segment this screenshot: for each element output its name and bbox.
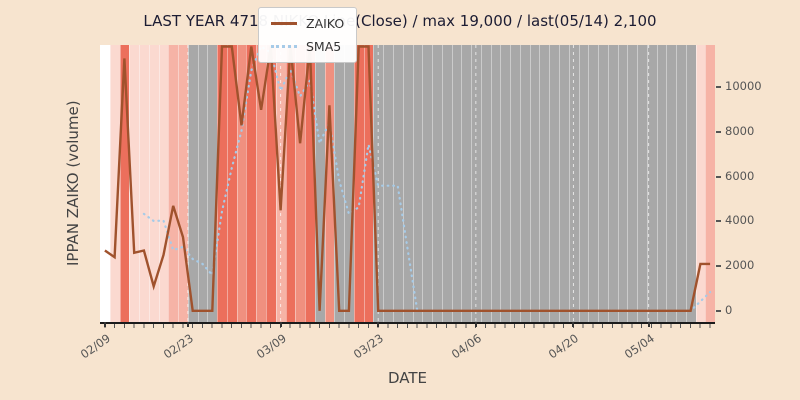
y-tick-label: 2000 (725, 258, 755, 273)
day-band (519, 45, 530, 322)
bands (100, 45, 715, 322)
day-band (646, 45, 657, 322)
day-band (451, 45, 462, 322)
y-tick-label: 4000 (725, 213, 755, 228)
day-band (168, 45, 179, 322)
y-axis-label: IPPAN ZAIKO (volume) (64, 100, 82, 267)
day-band (558, 45, 569, 322)
y-tick-label: 10000 (725, 79, 762, 94)
day-band (637, 45, 647, 322)
day-band (139, 45, 149, 322)
day-band (510, 45, 520, 322)
y-tick-label: 8000 (725, 124, 755, 139)
day-band (266, 45, 276, 322)
day-band (461, 45, 472, 322)
x-axis-label: DATE (387, 369, 428, 387)
day-band (363, 45, 374, 322)
day-band (197, 45, 208, 322)
day-band (295, 45, 306, 322)
day-band (685, 45, 696, 322)
y-tick-label: 0 (725, 302, 733, 317)
day-band (490, 45, 501, 322)
day-band (109, 45, 120, 322)
plot-area (100, 45, 715, 324)
day-band (471, 45, 481, 322)
day-band (119, 45, 130, 322)
x-tick-mark (474, 322, 477, 327)
y-tick-mark (716, 220, 721, 223)
day-band (412, 45, 423, 322)
day-band (148, 45, 159, 322)
day-band (334, 45, 345, 322)
x-tick-mark (103, 322, 106, 327)
day-band (305, 45, 315, 322)
day-band (226, 45, 237, 322)
y-tick-mark (716, 175, 721, 178)
x-minor-ticks (100, 324, 715, 328)
day-band (402, 45, 413, 322)
y-tick-mark (716, 309, 721, 312)
day-band (275, 45, 286, 322)
day-band (695, 45, 706, 322)
y-tick-label: 6000 (725, 168, 755, 183)
day-band (539, 45, 550, 322)
day-band (578, 45, 589, 322)
day-band (158, 45, 169, 322)
y-tick-mark (716, 265, 721, 268)
day-band (422, 45, 433, 322)
day-band (500, 45, 511, 322)
day-band (236, 45, 247, 322)
day-band (705, 45, 715, 322)
chart-title: LAST YEAR 4718 NIKKO Line(Close) / max 1… (143, 12, 657, 30)
day-band (256, 45, 267, 322)
y-tick-mark (716, 86, 721, 89)
day-band (617, 45, 628, 322)
day-band (246, 45, 257, 322)
legend-item-sma5: SMA5 (271, 39, 344, 54)
day-band (187, 45, 198, 322)
day-band (607, 45, 618, 322)
legend-item-zaiko: ZAIKO (271, 16, 344, 31)
day-band (588, 45, 599, 322)
day-band (480, 45, 491, 322)
sma5-line (142, 45, 712, 312)
day-band (676, 45, 686, 322)
day-band (627, 45, 638, 322)
x-tick-mark (279, 322, 282, 327)
day-band (656, 45, 667, 322)
day-band (178, 45, 188, 322)
day-band (549, 45, 559, 322)
sma5-line-sample (271, 45, 297, 48)
y-tick-mark (716, 131, 721, 134)
plot-svg (104, 45, 712, 322)
legend-label-zaiko: ZAIKO (306, 16, 345, 31)
zaiko-line (104, 45, 711, 312)
day-band (392, 45, 403, 322)
day-band (207, 45, 218, 322)
day-band (441, 45, 452, 322)
x-tick-mark (186, 322, 189, 327)
day-band (529, 45, 540, 322)
day-band (383, 45, 393, 322)
day-band (100, 45, 110, 322)
day-band (432, 45, 442, 322)
day-band (568, 45, 579, 322)
x-tick-mark (647, 322, 650, 327)
day-band (344, 45, 354, 322)
day-band (598, 45, 608, 322)
day-band (666, 45, 677, 322)
legend: ZAIKO SMA5 (258, 7, 358, 63)
x-tick-mark (572, 322, 575, 327)
day-band (285, 45, 296, 322)
x-tick-mark (377, 322, 380, 327)
zaiko-line-sample (271, 22, 297, 25)
legend-label-sma5: SMA5 (306, 39, 342, 54)
